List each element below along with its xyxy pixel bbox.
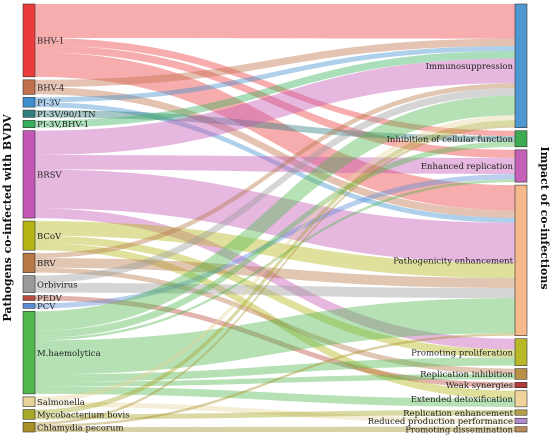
source-label-bhv1: BHV-1 bbox=[37, 37, 64, 47]
link-myco-to-repenh bbox=[35, 409, 515, 420]
source-label-pi3v90: PI-3V/90/1TN bbox=[37, 110, 96, 120]
link-pi3v90-to-inhib bbox=[35, 110, 515, 142]
source-node-mh bbox=[22, 311, 36, 395]
target-label-repenh: Replication enhancement bbox=[403, 409, 513, 419]
target-node-prolif bbox=[514, 338, 528, 366]
source-node-pcv bbox=[22, 303, 36, 309]
source-label-bhv4: BHV-4 bbox=[37, 83, 64, 93]
link-pi3vbhv-to-immuno bbox=[35, 51, 515, 128]
link-bhv1-to-patho bbox=[35, 52, 515, 211]
source-node-bhv1 bbox=[22, 3, 36, 78]
link-salm-to-redprod bbox=[35, 401, 515, 424]
target-label-patho: Pathogenicity enhancement bbox=[393, 257, 513, 267]
link-brsv-to-prolif bbox=[35, 208, 515, 350]
source-label-pi3v: PI-3V bbox=[37, 98, 61, 108]
target-label-prolif: Promoting proliferation bbox=[411, 348, 513, 358]
link-brsv-to-patho bbox=[35, 169, 515, 263]
target-label-detox: Extended detoxification bbox=[411, 395, 514, 405]
target-label-redprod: Reduced production performance bbox=[368, 417, 513, 427]
target-label-immuno: Immunosuppression bbox=[426, 62, 514, 72]
source-node-pi3vbhv bbox=[22, 120, 36, 128]
link-bcov-to-patho bbox=[35, 221, 515, 278]
source-label-chla: Chlamydia pecorum bbox=[37, 423, 124, 433]
link-mh-to-repinh bbox=[35, 373, 515, 387]
link-salm-to-immuno bbox=[35, 115, 515, 402]
target-node-repenh bbox=[514, 409, 528, 416]
target-label-enh: Enhanced replication bbox=[421, 162, 514, 172]
target-node-inhib bbox=[514, 130, 528, 148]
source-label-pedv: PEDV bbox=[37, 294, 63, 304]
source-node-orbi bbox=[22, 275, 36, 293]
target-node-repinh bbox=[514, 368, 528, 380]
target-node-redprod bbox=[514, 417, 528, 424]
link-bhv1-to-immuno bbox=[35, 4, 515, 39]
source-node-myco bbox=[22, 409, 36, 420]
target-label-promd: Promoting dissemination bbox=[405, 426, 513, 436]
target-node-promd bbox=[514, 426, 528, 433]
link-bhv1-to-enh bbox=[35, 45, 515, 158]
source-node-brsv bbox=[22, 130, 36, 219]
source-label-salm: Salmonella bbox=[37, 398, 85, 408]
link-mh-to-detox bbox=[35, 386, 515, 407]
link-mh-to-patho bbox=[35, 298, 515, 375]
link-bcov-to-prolif bbox=[35, 235, 515, 358]
link-brv-to-patho bbox=[35, 258, 515, 289]
target-label-inhib: Inhibition of cellular function bbox=[387, 135, 514, 145]
nodes-layer bbox=[22, 3, 528, 433]
source-label-brsv: BRSV bbox=[37, 171, 62, 181]
link-bhv4-to-immuno bbox=[35, 38, 515, 88]
link-brsv-to-immuno bbox=[35, 58, 515, 155]
link-orbi-to-patho bbox=[35, 282, 515, 299]
source-label-brv: BRV bbox=[37, 259, 56, 269]
left-axis-title: Pathogens co-infected with BVDV bbox=[1, 114, 14, 322]
link-orbi-to-immuno bbox=[35, 88, 515, 283]
link-brv-to-immuno bbox=[35, 83, 515, 259]
target-node-detox bbox=[514, 390, 528, 408]
source-label-pcv: PCV bbox=[37, 302, 56, 312]
link-pi3v-to-patho bbox=[35, 102, 515, 223]
source-label-mh: M.haemolytica bbox=[37, 349, 101, 359]
target-node-weak bbox=[514, 382, 528, 389]
link-mh-to-enh bbox=[35, 179, 515, 341]
link-bcov-to-detox bbox=[35, 242, 515, 399]
source-node-bcov bbox=[22, 220, 36, 251]
source-label-pi3vbhv: PI-3V,BHV-1 bbox=[37, 120, 89, 130]
source-node-brv bbox=[22, 252, 36, 273]
source-label-bcov: BCoV bbox=[37, 232, 62, 242]
link-mh-to-prolif bbox=[35, 357, 515, 382]
link-mh-to-immuno bbox=[35, 95, 515, 331]
link-myco-to-immuno bbox=[35, 120, 515, 415]
link-chla-to-promd bbox=[35, 426, 515, 432]
link-pcv-to-enh bbox=[35, 174, 515, 309]
link-chla-to-patho bbox=[35, 333, 515, 428]
target-label-repinh: Replication inhibition bbox=[420, 370, 513, 380]
link-pi3v-to-immuno bbox=[35, 46, 515, 103]
links-layer bbox=[35, 4, 515, 432]
source-node-salm bbox=[22, 396, 36, 407]
target-label-weak: Weak synergies bbox=[446, 381, 513, 391]
link-bhv4-to-patho bbox=[35, 87, 515, 218]
link-brv-to-repinh bbox=[35, 267, 515, 374]
right-axis-title: Impact of co-infections bbox=[538, 146, 550, 289]
target-node-immuno bbox=[514, 3, 528, 129]
link-mh-to-inhib bbox=[35, 141, 515, 339]
target-node-enh bbox=[514, 149, 528, 183]
source-node-pedv bbox=[22, 295, 36, 301]
link-chla-to-immuno bbox=[35, 125, 515, 425]
link-bhv1-to-inhib bbox=[35, 37, 515, 137]
source-node-bhv4 bbox=[22, 79, 36, 95]
source-label-orbi: Orbivirus bbox=[37, 280, 78, 290]
link-pedv-to-weak bbox=[35, 295, 515, 388]
source-node-chla bbox=[22, 421, 36, 433]
target-node-patho bbox=[514, 184, 528, 337]
source-label-myco: Mycobacterium bovis bbox=[37, 411, 130, 421]
link-brsv-to-enh bbox=[35, 154, 515, 175]
source-node-pi3v90 bbox=[22, 109, 36, 118]
source-node-pi3v bbox=[22, 97, 36, 108]
